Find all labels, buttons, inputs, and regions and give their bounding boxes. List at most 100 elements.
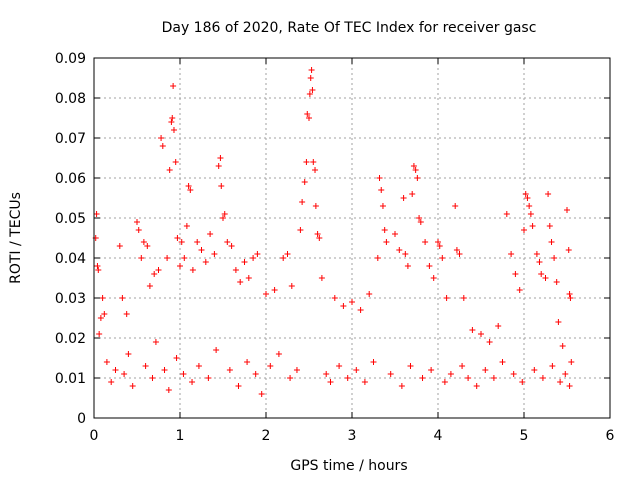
- x-tick-label: 3: [348, 428, 357, 444]
- data-point: [353, 367, 360, 373]
- data-point: [211, 251, 218, 257]
- y-axis-label: ROTI / TECUs: [8, 192, 24, 284]
- data-point: [155, 267, 162, 273]
- data-point: [165, 387, 172, 393]
- data-point: [486, 339, 493, 345]
- data-point: [516, 287, 523, 293]
- data-point: [533, 251, 540, 257]
- data-point: [564, 207, 570, 213]
- data-point: [409, 191, 416, 197]
- data-point: [235, 383, 242, 389]
- data-point: [439, 255, 446, 261]
- data-point: [435, 239, 441, 245]
- data-point: [244, 359, 251, 365]
- data-point: [526, 203, 533, 209]
- data-point: [213, 347, 220, 353]
- data-point: [307, 75, 314, 81]
- data-point: [116, 243, 123, 249]
- x-tick-label: 4: [434, 428, 443, 444]
- data-point: [536, 259, 543, 265]
- data-point: [398, 383, 405, 389]
- data-point: [436, 243, 443, 249]
- data-point: [138, 255, 145, 261]
- data-point: [149, 375, 156, 381]
- data-point: [170, 127, 177, 133]
- data-point: [152, 339, 159, 345]
- data-point: [169, 115, 176, 121]
- data-point: [112, 367, 119, 373]
- data-point: [490, 375, 497, 381]
- data-point: [314, 231, 321, 237]
- data-point: [232, 267, 239, 273]
- data-point: [370, 359, 377, 365]
- data-point: [304, 111, 311, 117]
- data-point: [140, 239, 147, 245]
- data-point: [542, 275, 549, 281]
- data-point: [392, 231, 398, 237]
- data-point: [178, 239, 185, 245]
- data-point: [96, 331, 103, 337]
- data-point: [412, 167, 419, 173]
- data-point: [312, 167, 319, 173]
- data-point: [553, 279, 560, 285]
- data-point: [129, 383, 136, 389]
- data-point: [469, 327, 476, 333]
- x-axis-label: GPS time / hours: [290, 458, 407, 474]
- data-point: [254, 251, 261, 257]
- data-point: [538, 271, 545, 277]
- data-point: [310, 159, 317, 165]
- data-point: [387, 371, 394, 377]
- data-point: [220, 215, 226, 221]
- data-point: [280, 255, 287, 261]
- data-point: [221, 211, 228, 217]
- data-points: [92, 67, 575, 397]
- data-point: [318, 275, 325, 281]
- data-point: [473, 383, 480, 389]
- data-point: [103, 359, 110, 365]
- data-point: [555, 319, 562, 325]
- data-point: [226, 367, 233, 373]
- data-point: [522, 191, 529, 197]
- data-point: [170, 83, 177, 89]
- data-point: [99, 295, 106, 301]
- y-tick-label: 0: [77, 411, 86, 427]
- data-point: [180, 371, 187, 377]
- data-point: [336, 363, 343, 369]
- data-point: [195, 363, 202, 369]
- y-tick-label: 0.09: [55, 51, 86, 67]
- data-point: [340, 303, 347, 309]
- data-point: [309, 87, 316, 93]
- data-point: [453, 247, 460, 253]
- data-point: [250, 255, 257, 261]
- data-point: [376, 175, 383, 181]
- data-point: [93, 211, 100, 217]
- y-tick-label: 0.06: [55, 171, 86, 187]
- data-point: [366, 291, 373, 297]
- data-point: [224, 239, 231, 245]
- data-point: [312, 203, 319, 209]
- data-point: [331, 295, 338, 301]
- data-point: [245, 275, 252, 281]
- data-point: [301, 179, 308, 185]
- data-point: [551, 255, 558, 261]
- data-point: [383, 239, 390, 245]
- data-point: [559, 343, 566, 349]
- data-point: [202, 259, 209, 265]
- data-point: [417, 219, 424, 225]
- data-point: [512, 271, 519, 277]
- data-point: [217, 155, 224, 161]
- data-point: [548, 239, 555, 245]
- data-point: [529, 223, 536, 229]
- data-point: [546, 223, 553, 229]
- data-point: [215, 163, 222, 169]
- data-point: [293, 367, 300, 373]
- data-point: [228, 243, 235, 249]
- data-point: [166, 167, 173, 173]
- data-point: [459, 363, 466, 369]
- data-point: [566, 291, 573, 297]
- data-point: [288, 283, 295, 289]
- data-point: [172, 159, 179, 165]
- data-point: [519, 379, 526, 385]
- data-point: [419, 375, 426, 381]
- data-point: [503, 211, 510, 217]
